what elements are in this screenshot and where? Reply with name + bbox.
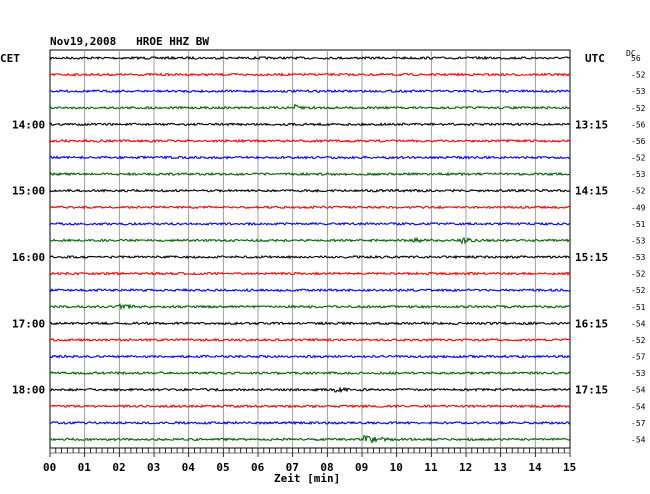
dc-value: -56 [631,120,646,129]
trace-line [49,103,571,111]
x-axis-label: Zeit [min] [274,472,340,485]
x-tick-label: 11 [424,461,438,474]
trace-line [49,354,571,359]
trace-line [49,155,570,160]
x-tick-label: 14 [528,461,542,474]
right-axis-label: UTC [585,52,605,65]
x-tick-label: 10 [390,461,403,474]
dc-value: -53 [631,253,646,262]
grid [49,49,571,457]
dc-value: -52 [631,104,646,113]
trace-line [49,302,571,311]
x-tick-label: 13 [494,461,507,474]
axis-labels: 00 01 02 03 04 05 06 07 08 09 10 11 12 13 14 15 14:00 15:… [12,54,646,474]
dc-value: -51 [631,303,646,312]
dc-value: -56 [631,137,646,146]
dc-value: -52 [631,336,646,345]
trace-line [49,72,571,77]
left-time-label: 16:00 [12,251,45,264]
chart-title: Nov19,2008 HROE HHZ BW [50,35,209,48]
trace-line [49,370,571,376]
x-tick-label: 03 [147,461,160,474]
x-tick-label: 05 [216,461,229,474]
trace-line [49,271,571,276]
left-time-label: 17:00 [12,317,45,330]
trace-line [49,254,570,260]
dc-value: -54 [631,319,646,328]
left-time-label: 15:00 [12,185,45,198]
trace-line [50,321,571,326]
x-tick-label: 12 [459,461,472,474]
trace-line [49,221,571,227]
right-time-label: 14:15 [575,185,608,198]
left-axis-label: CET [0,52,20,65]
x-tick-label: 04 [182,461,196,474]
dc-value: -54 [631,386,646,395]
dc-value: -49 [631,203,646,212]
dc-value: -52 [631,71,646,80]
x-tick-label: 01 [78,461,92,474]
trace-line [50,337,571,343]
dc-value: -53 [631,369,646,378]
x-tick-label: 08 [320,461,333,474]
x-tick-label: 00 [43,461,56,474]
dc-value: -52 [631,286,646,295]
dc-value: -54 [631,402,646,411]
trace-line [50,420,571,426]
dc-value: 56 [631,54,641,63]
x-tick-label: 02 [112,461,125,474]
trace-line [49,386,571,394]
trace-line [49,121,571,127]
trace-line [49,188,571,193]
left-time-label: 18:00 [12,384,45,397]
trace-line [49,204,571,210]
trace-line [49,171,571,177]
trace-line [49,55,571,61]
traces [49,55,571,445]
dc-value: -57 [631,419,646,428]
trace-line [49,236,571,245]
right-time-label: 17:15 [575,384,608,397]
plot-frame [49,49,571,449]
right-time-label: 15:15 [575,251,608,264]
dc-label: DC [626,49,636,58]
trace-line [49,435,571,445]
dc-value: -52 [631,270,646,279]
dc-value: -53 [631,170,646,179]
trace-line [49,404,571,409]
dc-value: -57 [631,353,646,362]
x-tick-label: 15 [563,461,576,474]
x-tick-label: 09 [355,461,368,474]
x-tick-label: 07 [286,461,299,474]
right-time-label: 16:15 [575,317,608,330]
right-time-label: 13:15 [575,118,608,131]
dc-value: -52 [631,187,646,196]
dc-value: -51 [631,220,646,229]
dc-value: -52 [631,154,646,163]
left-time-label: 14:00 [12,118,45,131]
trace-line [49,88,571,94]
dc-value: -53 [631,236,646,245]
dc-value: -54 [631,435,646,444]
x-tick-label: 06 [251,461,265,474]
trace-line [49,287,571,293]
trace-line [49,138,571,144]
dc-value: -53 [631,87,646,96]
